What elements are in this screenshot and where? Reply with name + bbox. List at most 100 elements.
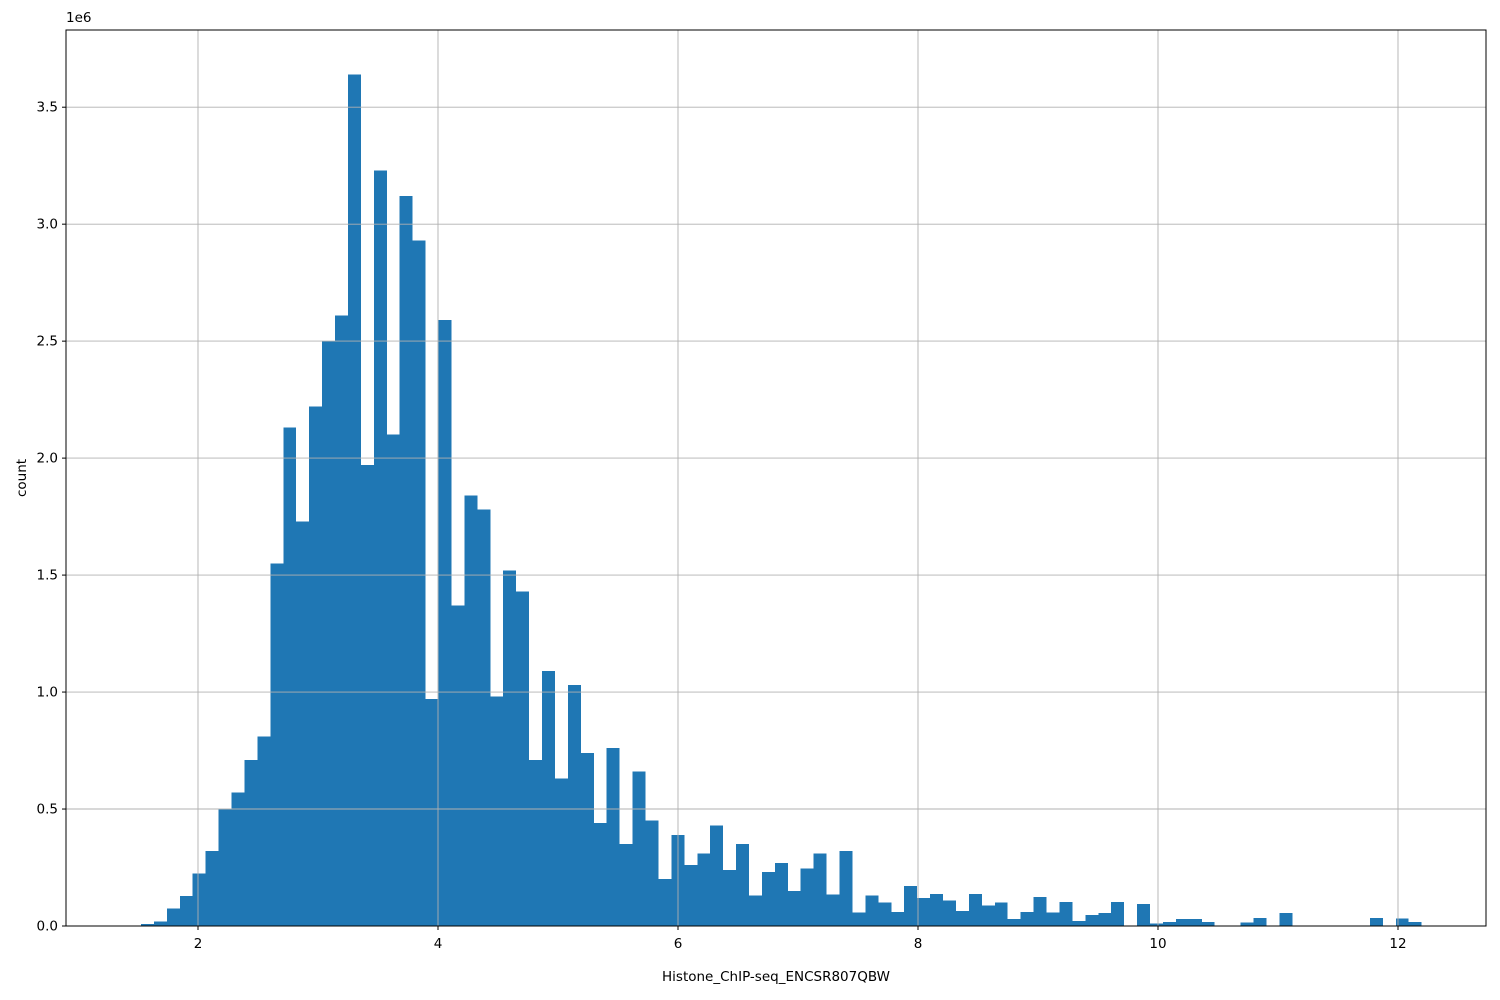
- histogram-bar: [322, 341, 336, 926]
- histogram-bar: [658, 879, 672, 926]
- histogram-bar: [1072, 921, 1086, 926]
- histogram-bar: [179, 896, 193, 926]
- histogram-bar: [1240, 922, 1254, 926]
- histogram-bar: [1046, 912, 1060, 926]
- histogram-bar: [723, 869, 737, 926]
- grid: [66, 30, 1486, 927]
- histogram-bar: [697, 853, 711, 926]
- y-axis-offset-label: 1e6: [66, 10, 91, 26]
- histogram-bar: [1098, 912, 1112, 926]
- histogram-bar: [1175, 918, 1189, 926]
- histogram-bar: [425, 699, 439, 926]
- histogram-bar: [800, 868, 814, 926]
- histogram-bar: [244, 759, 258, 926]
- x-tick-label: 8: [914, 936, 923, 952]
- histogram-bar: [748, 895, 762, 926]
- histogram-bar: [347, 74, 361, 926]
- bars: [141, 74, 1422, 927]
- histogram-bar: [1033, 896, 1047, 926]
- histogram-bar: [930, 893, 944, 926]
- x-tick-label: 4: [434, 936, 443, 952]
- histogram-bar: [994, 902, 1008, 926]
- histogram-bar: [1162, 921, 1176, 926]
- histogram-bar: [981, 905, 995, 926]
- histogram-bar: [1007, 918, 1021, 926]
- histogram-bar: [529, 759, 543, 926]
- y-tick-label: 1.0: [37, 685, 58, 701]
- histogram-bar: [218, 809, 232, 926]
- histogram-bar: [231, 792, 245, 926]
- histogram-bar: [1279, 913, 1293, 926]
- histogram-bar: [283, 427, 297, 926]
- histogram-bar: [192, 873, 206, 926]
- histogram-bar: [1201, 921, 1215, 926]
- histogram-bar: [1395, 918, 1409, 926]
- histogram-bar: [632, 771, 646, 926]
- histogram-bar: [826, 894, 840, 926]
- histogram-bar: [1150, 923, 1163, 926]
- histogram-bar: [490, 696, 504, 926]
- histogram-bar: [878, 902, 892, 926]
- histogram-bar: [852, 912, 866, 926]
- histogram-bar: [968, 893, 982, 926]
- histogram-bar: [580, 752, 594, 926]
- histogram-bar: [516, 591, 530, 926]
- histogram-bar: [503, 570, 517, 926]
- plot-border: [65, 29, 1487, 927]
- histogram-bar: [787, 890, 801, 926]
- histogram-bar: [684, 865, 698, 926]
- ticks: [62, 106, 1399, 930]
- histogram-bar: [943, 900, 956, 926]
- histogram-bar: [606, 748, 620, 926]
- histogram-bar: [153, 921, 167, 926]
- histogram-bar: [736, 844, 749, 926]
- histogram-bar: [554, 778, 568, 926]
- histogram-bar: [141, 924, 154, 926]
- histogram-bar: [1137, 903, 1151, 926]
- histogram-bar: [1188, 918, 1202, 926]
- histogram-bar: [360, 465, 374, 926]
- x-axis-label: Histone_ChIP-seq_ENCSR807QBW: [662, 969, 890, 985]
- histogram-bar: [1253, 917, 1267, 926]
- histogram-bar: [1408, 921, 1422, 926]
- histogram-bar: [1085, 915, 1099, 926]
- histogram-bar: [839, 851, 853, 926]
- x-tick-label: 12: [1389, 936, 1406, 952]
- histogram-bar: [904, 886, 918, 926]
- x-tick-label: 2: [194, 936, 203, 952]
- histogram-bar: [464, 495, 478, 926]
- histogram-bar: [386, 434, 400, 926]
- histogram-bar: [1111, 901, 1125, 926]
- y-tick-label: 0.0: [37, 919, 58, 935]
- histogram-bar: [813, 853, 827, 926]
- y-tick-label: 0.5: [37, 802, 58, 818]
- histogram-bar: [335, 315, 348, 926]
- histogram-bar: [710, 825, 724, 926]
- x-tick-label: 6: [674, 936, 683, 952]
- histogram-bar: [955, 911, 969, 926]
- histogram-bar: [1369, 917, 1383, 926]
- histogram-bar: [593, 823, 607, 926]
- histogram-bar: [257, 736, 271, 926]
- histogram-bar: [619, 844, 633, 926]
- histogram-bar: [917, 897, 931, 926]
- y-tick-label: 1.5: [37, 568, 58, 584]
- histogram-bar: [1020, 911, 1034, 926]
- histogram-bar: [451, 605, 465, 926]
- y-tick-label: 2.0: [37, 451, 58, 467]
- histogram-bar: [567, 685, 581, 926]
- histogram-bar: [761, 872, 775, 926]
- histogram-bar: [542, 671, 555, 926]
- y-axis-label: count: [14, 459, 30, 497]
- histogram-bar: [438, 320, 452, 927]
- histogram-bar: [399, 196, 413, 927]
- histogram-bar: [166, 908, 180, 926]
- y-tick-label: 3.0: [37, 217, 58, 233]
- histogram-bar: [373, 170, 387, 926]
- histogram-bar: [891, 911, 905, 926]
- histogram-bar: [774, 862, 788, 926]
- tick-labels: 2 4 6 8 10 12 0.0 0.5 1.0 1.5 2.0 2.5 3.0 3.5: [37, 100, 1407, 952]
- y-tick-label: 3.5: [37, 100, 58, 116]
